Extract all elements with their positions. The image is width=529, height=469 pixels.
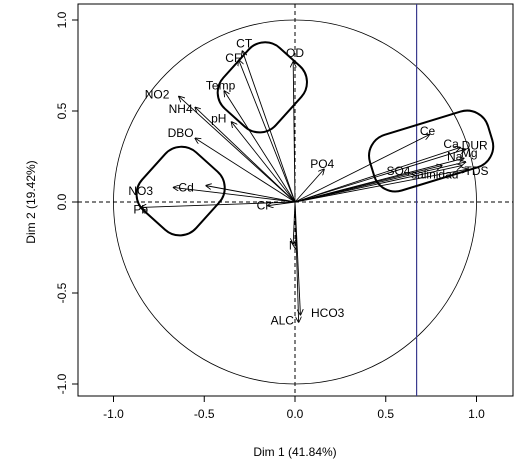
label-tds: TDS [465, 164, 489, 178]
x-tick-label: -1.0 [103, 407, 124, 421]
label-dbo: DBO [168, 126, 194, 140]
arrow-dbo [195, 138, 296, 203]
label-cf: CF [225, 51, 241, 65]
label-no2: NO2 [145, 88, 170, 102]
label-n: N [289, 239, 298, 253]
x-tick-label: -0.5 [194, 407, 215, 421]
x-tick-label: 0.0 [287, 407, 304, 421]
group-right-box [368, 109, 495, 193]
group-top-box [216, 41, 308, 134]
label-mg: Mg [461, 146, 478, 160]
group-boxes-layer [135, 41, 495, 237]
y-tick-label: 0.0 [55, 193, 69, 210]
x-tick-label: 0.5 [377, 407, 394, 421]
arrow-no2 [179, 96, 296, 203]
label-ct: CT [236, 37, 253, 51]
label-salinidad: salinidad [411, 168, 458, 182]
label-nh4: NH4 [169, 102, 193, 116]
label-dur: DUR [462, 139, 488, 153]
label-so4: SO4 [386, 164, 410, 178]
arrow-hco3 [294, 201, 300, 315]
arrow-n [293, 201, 295, 244]
label-ce: Ce [420, 124, 436, 138]
label-na: Na [447, 150, 463, 164]
x-tick-label: 1.0 [468, 407, 485, 421]
arrow-ca [294, 147, 460, 203]
arrow-tds [294, 169, 467, 203]
label-po4: PO4 [310, 157, 334, 171]
arrow-salinidad [294, 166, 462, 203]
group-left-box [135, 145, 226, 237]
variable-arrows-layer [141, 51, 468, 322]
arrow-dur [294, 149, 466, 203]
label-cd: Cd [178, 180, 193, 194]
arrow-no3 [173, 187, 296, 203]
arrow-ph [231, 122, 296, 203]
y-tick-label: -1.0 [55, 373, 69, 394]
arrow-cf [239, 60, 296, 203]
label-pb: Pb [133, 202, 148, 216]
label-no3: NO3 [128, 184, 153, 198]
y-axis-label: Dim 2 (19.42%) [24, 160, 38, 243]
axes-layer: Dim 1 (41.84%) Dim 2 (19.42%) -1.0 -0.5 0.… [24, 11, 485, 459]
y-tick-label: 1.0 [55, 11, 69, 28]
label-cl: Cl [257, 199, 268, 213]
arrow-ct [242, 51, 296, 203]
label-od: OD [286, 46, 304, 60]
label-temp: Temp [206, 79, 236, 93]
y-tick-label: -0.5 [55, 282, 69, 303]
arrow-so4 [294, 166, 442, 203]
label-hco3: HCO3 [311, 306, 345, 320]
label-alc: ALC [271, 313, 295, 327]
arrow-po4 [294, 169, 324, 203]
arrow-cl [268, 201, 296, 206]
label-ph: pH [211, 111, 226, 125]
x-axis-label: Dim 1 (41.84%) [253, 445, 336, 459]
y-tick-label: 0.5 [55, 102, 69, 119]
arrow-cd [206, 186, 296, 203]
arrow-od [293, 62, 295, 203]
arrow-nh4 [195, 107, 296, 203]
label-ca: Ca [443, 137, 459, 151]
arrow-temp [224, 91, 296, 203]
arrow-ce [294, 135, 429, 203]
